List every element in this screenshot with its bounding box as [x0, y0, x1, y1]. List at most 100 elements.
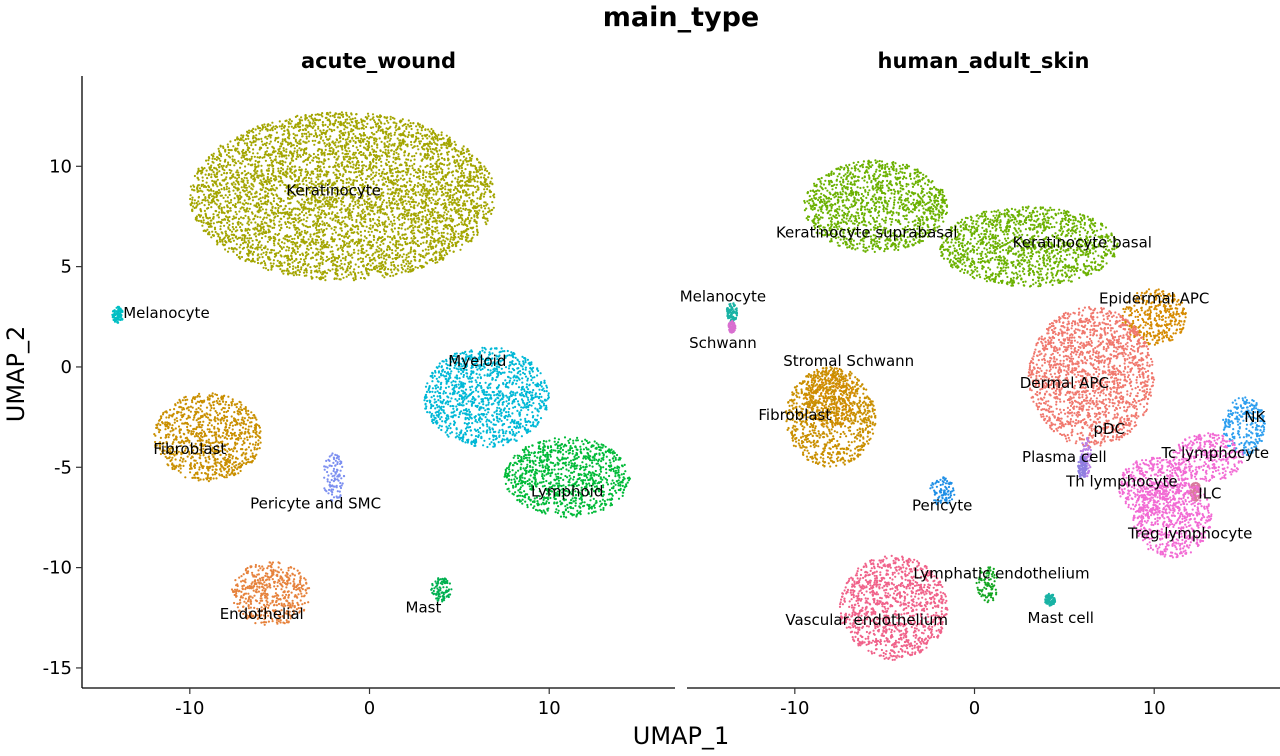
point: [379, 114, 381, 116]
point: [476, 169, 478, 171]
point: [437, 153, 439, 155]
point: [348, 253, 350, 255]
point: [307, 119, 309, 121]
point: [421, 189, 423, 191]
point: [328, 145, 330, 147]
point: [285, 141, 287, 143]
point: [293, 274, 295, 276]
point: [247, 180, 249, 182]
point: [491, 183, 493, 185]
point: [282, 161, 284, 163]
point: [398, 134, 400, 136]
point: [397, 175, 399, 177]
point: [212, 213, 214, 215]
point: [329, 153, 331, 155]
point: [257, 244, 259, 246]
point: [470, 160, 472, 162]
point: [324, 216, 326, 218]
point: [191, 189, 193, 191]
point: [286, 168, 288, 170]
point: [480, 207, 482, 209]
point: [250, 193, 252, 195]
point: [428, 135, 430, 137]
point: [332, 151, 334, 153]
point: [369, 164, 371, 166]
point: [340, 260, 342, 262]
point: [333, 172, 335, 174]
point: [240, 229, 242, 231]
point: [461, 232, 463, 234]
point: [289, 259, 291, 261]
point: [325, 136, 327, 138]
point: [309, 124, 311, 126]
point: [402, 142, 404, 144]
point: [414, 250, 416, 252]
point: [257, 161, 259, 163]
point: [218, 189, 220, 191]
point: [271, 212, 273, 214]
point: [335, 268, 337, 270]
point: [247, 243, 249, 245]
point: [350, 273, 352, 275]
point: [210, 193, 212, 195]
point: [465, 194, 467, 196]
point: [270, 251, 272, 253]
point: [395, 179, 397, 181]
point: [225, 183, 227, 185]
point: [448, 163, 450, 165]
point: [389, 188, 391, 190]
point: [329, 112, 331, 114]
point: [316, 225, 318, 227]
point: [283, 147, 285, 149]
point: [307, 131, 309, 133]
point: [233, 215, 235, 217]
point: [370, 264, 372, 266]
point: [375, 123, 377, 125]
point: [349, 241, 351, 243]
point: [294, 147, 296, 149]
point: [318, 161, 320, 163]
point: [435, 251, 437, 253]
point: [273, 227, 275, 229]
point: [424, 128, 426, 130]
point: [349, 255, 351, 257]
point: [279, 268, 281, 270]
point: [249, 229, 251, 231]
point: [469, 220, 471, 222]
point: [254, 156, 256, 158]
point: [319, 265, 321, 267]
point: [372, 258, 374, 260]
point: [361, 244, 363, 246]
point: [460, 207, 462, 209]
point: [305, 152, 307, 154]
point: [326, 246, 328, 248]
point: [402, 138, 404, 140]
point: [450, 236, 452, 238]
point: [355, 221, 357, 223]
point: [292, 247, 294, 249]
point: [378, 127, 380, 129]
point: [306, 158, 308, 160]
point: [309, 174, 311, 176]
point: [395, 162, 397, 164]
point: [223, 169, 225, 171]
point: [368, 231, 370, 233]
point: [432, 188, 434, 190]
point: [454, 162, 456, 164]
point: [432, 233, 434, 235]
point: [383, 269, 385, 271]
point: [242, 180, 244, 182]
point: [341, 161, 343, 163]
point: [325, 203, 327, 205]
point: [269, 124, 271, 126]
point: [203, 222, 205, 224]
point: [312, 122, 314, 124]
point: [203, 230, 205, 232]
point: [343, 205, 345, 207]
point: [442, 259, 444, 261]
point: [236, 238, 238, 240]
point: [388, 223, 390, 225]
point: [259, 232, 261, 234]
point: [291, 252, 293, 254]
point: [283, 246, 285, 248]
